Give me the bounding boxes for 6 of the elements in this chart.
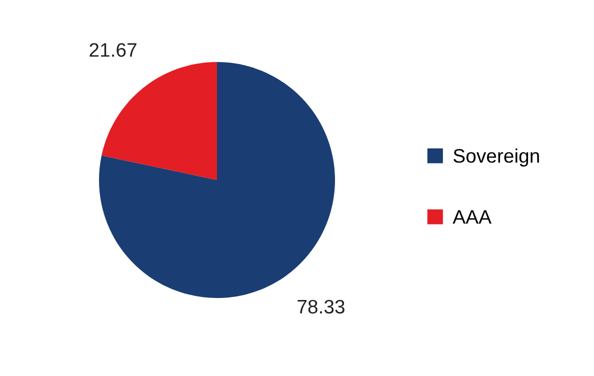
data-label: 78.33 — [298, 300, 344, 314]
pie-slice — [102, 62, 217, 180]
data-label: 21.67 — [90, 43, 136, 57]
legend-label: Sovereign — [454, 148, 539, 167]
legend-label: AAA — [452, 210, 492, 224]
pie-slice — [99, 62, 335, 298]
